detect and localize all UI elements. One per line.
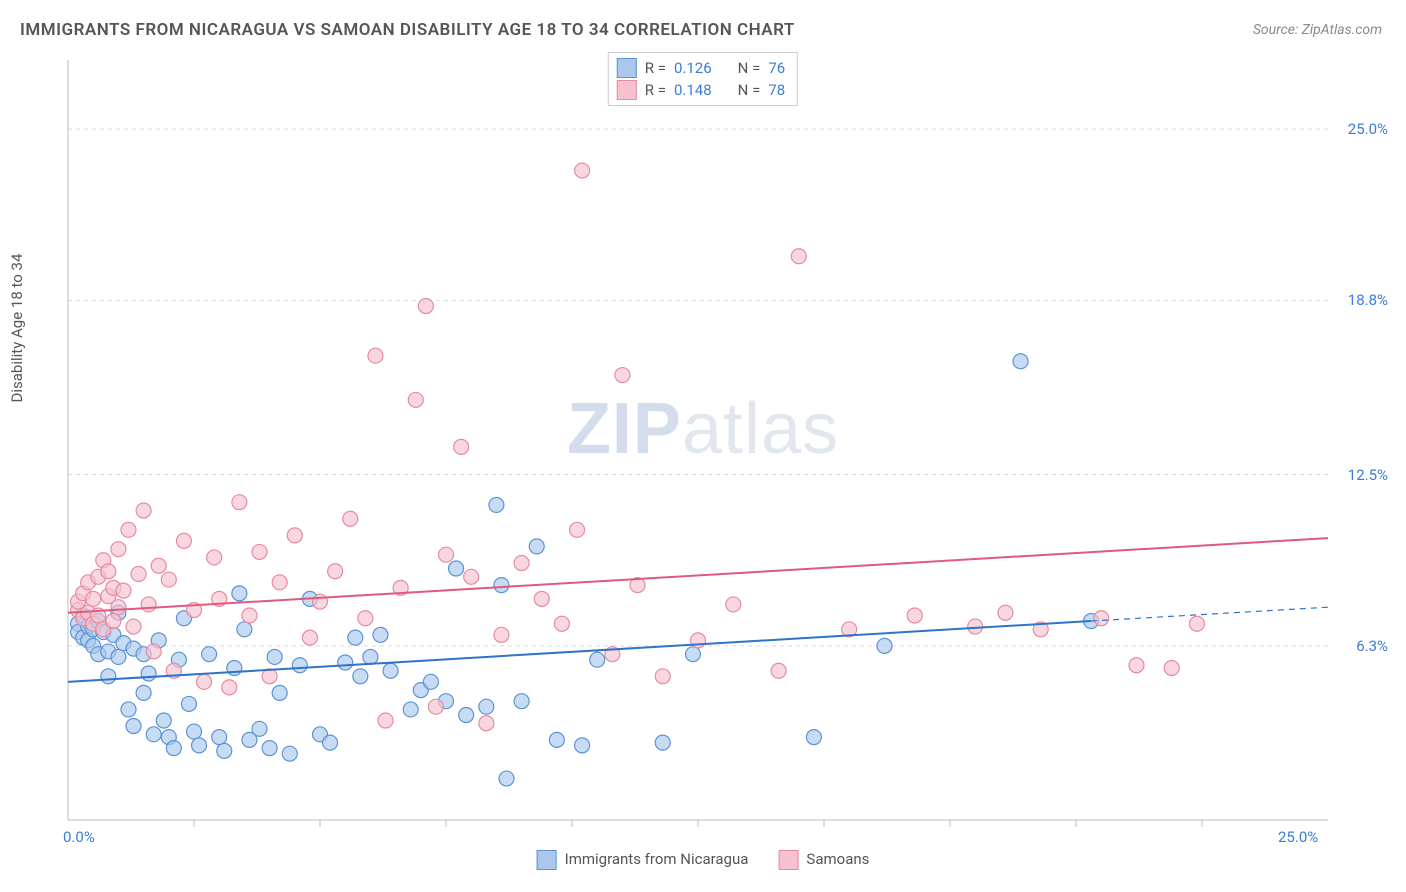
- legend-r-label-0: R =: [645, 57, 666, 79]
- legend-n-label-0: N =: [738, 57, 761, 79]
- legend-r-value-1: 0.148: [674, 79, 712, 101]
- x-tick: 25.0%: [1278, 828, 1318, 846]
- legend-label-0: Immigrants from Nicaragua: [565, 850, 749, 868]
- source-link[interactable]: ZipAtlas.com: [1302, 22, 1382, 38]
- y-tick: 12.5%: [1348, 466, 1388, 484]
- legend-swatch-1: [617, 80, 637, 100]
- legend-item-1: Samoans: [778, 850, 869, 870]
- legend-r-label-1: R =: [645, 79, 666, 101]
- y-tick: 25.0%: [1348, 120, 1388, 138]
- legend-swatch-b1: [778, 850, 798, 870]
- legend-r-value-0: 0.126: [674, 57, 712, 79]
- y-tick: 18.8%: [1348, 291, 1388, 309]
- chart-area: Disability Age 18 to 34 ZIPatlas R = 0.1…: [18, 50, 1388, 874]
- legend-n-label-1: N =: [738, 79, 761, 101]
- source-attribution: Source: ZipAtlas.com: [1253, 22, 1382, 38]
- legend-n-value-1: 78: [768, 79, 785, 101]
- scatter-plot-svg: [18, 50, 1388, 874]
- legend-swatch-0: [617, 58, 637, 78]
- legend-row-0: R = 0.126 N = 76: [617, 57, 785, 79]
- legend-n-value-0: 76: [768, 57, 785, 79]
- x-tick: 0.0%: [63, 828, 95, 846]
- legend-series: Immigrants from Nicaragua Samoans: [537, 850, 870, 870]
- chart-title: IMMIGRANTS FROM NICARAGUA VS SAMOAN DISA…: [20, 20, 795, 40]
- legend-swatch-b0: [537, 850, 557, 870]
- y-tick: 6.3%: [1356, 637, 1388, 655]
- legend-item-0: Immigrants from Nicaragua: [537, 850, 749, 870]
- legend-correlation: R = 0.126 N = 76 R = 0.148 N = 78: [608, 52, 798, 106]
- legend-row-1: R = 0.148 N = 78: [617, 79, 785, 101]
- source-prefix: Source:: [1253, 22, 1302, 38]
- y-axis-label: Disability Age 18 to 34: [8, 254, 26, 403]
- legend-label-1: Samoans: [806, 850, 869, 868]
